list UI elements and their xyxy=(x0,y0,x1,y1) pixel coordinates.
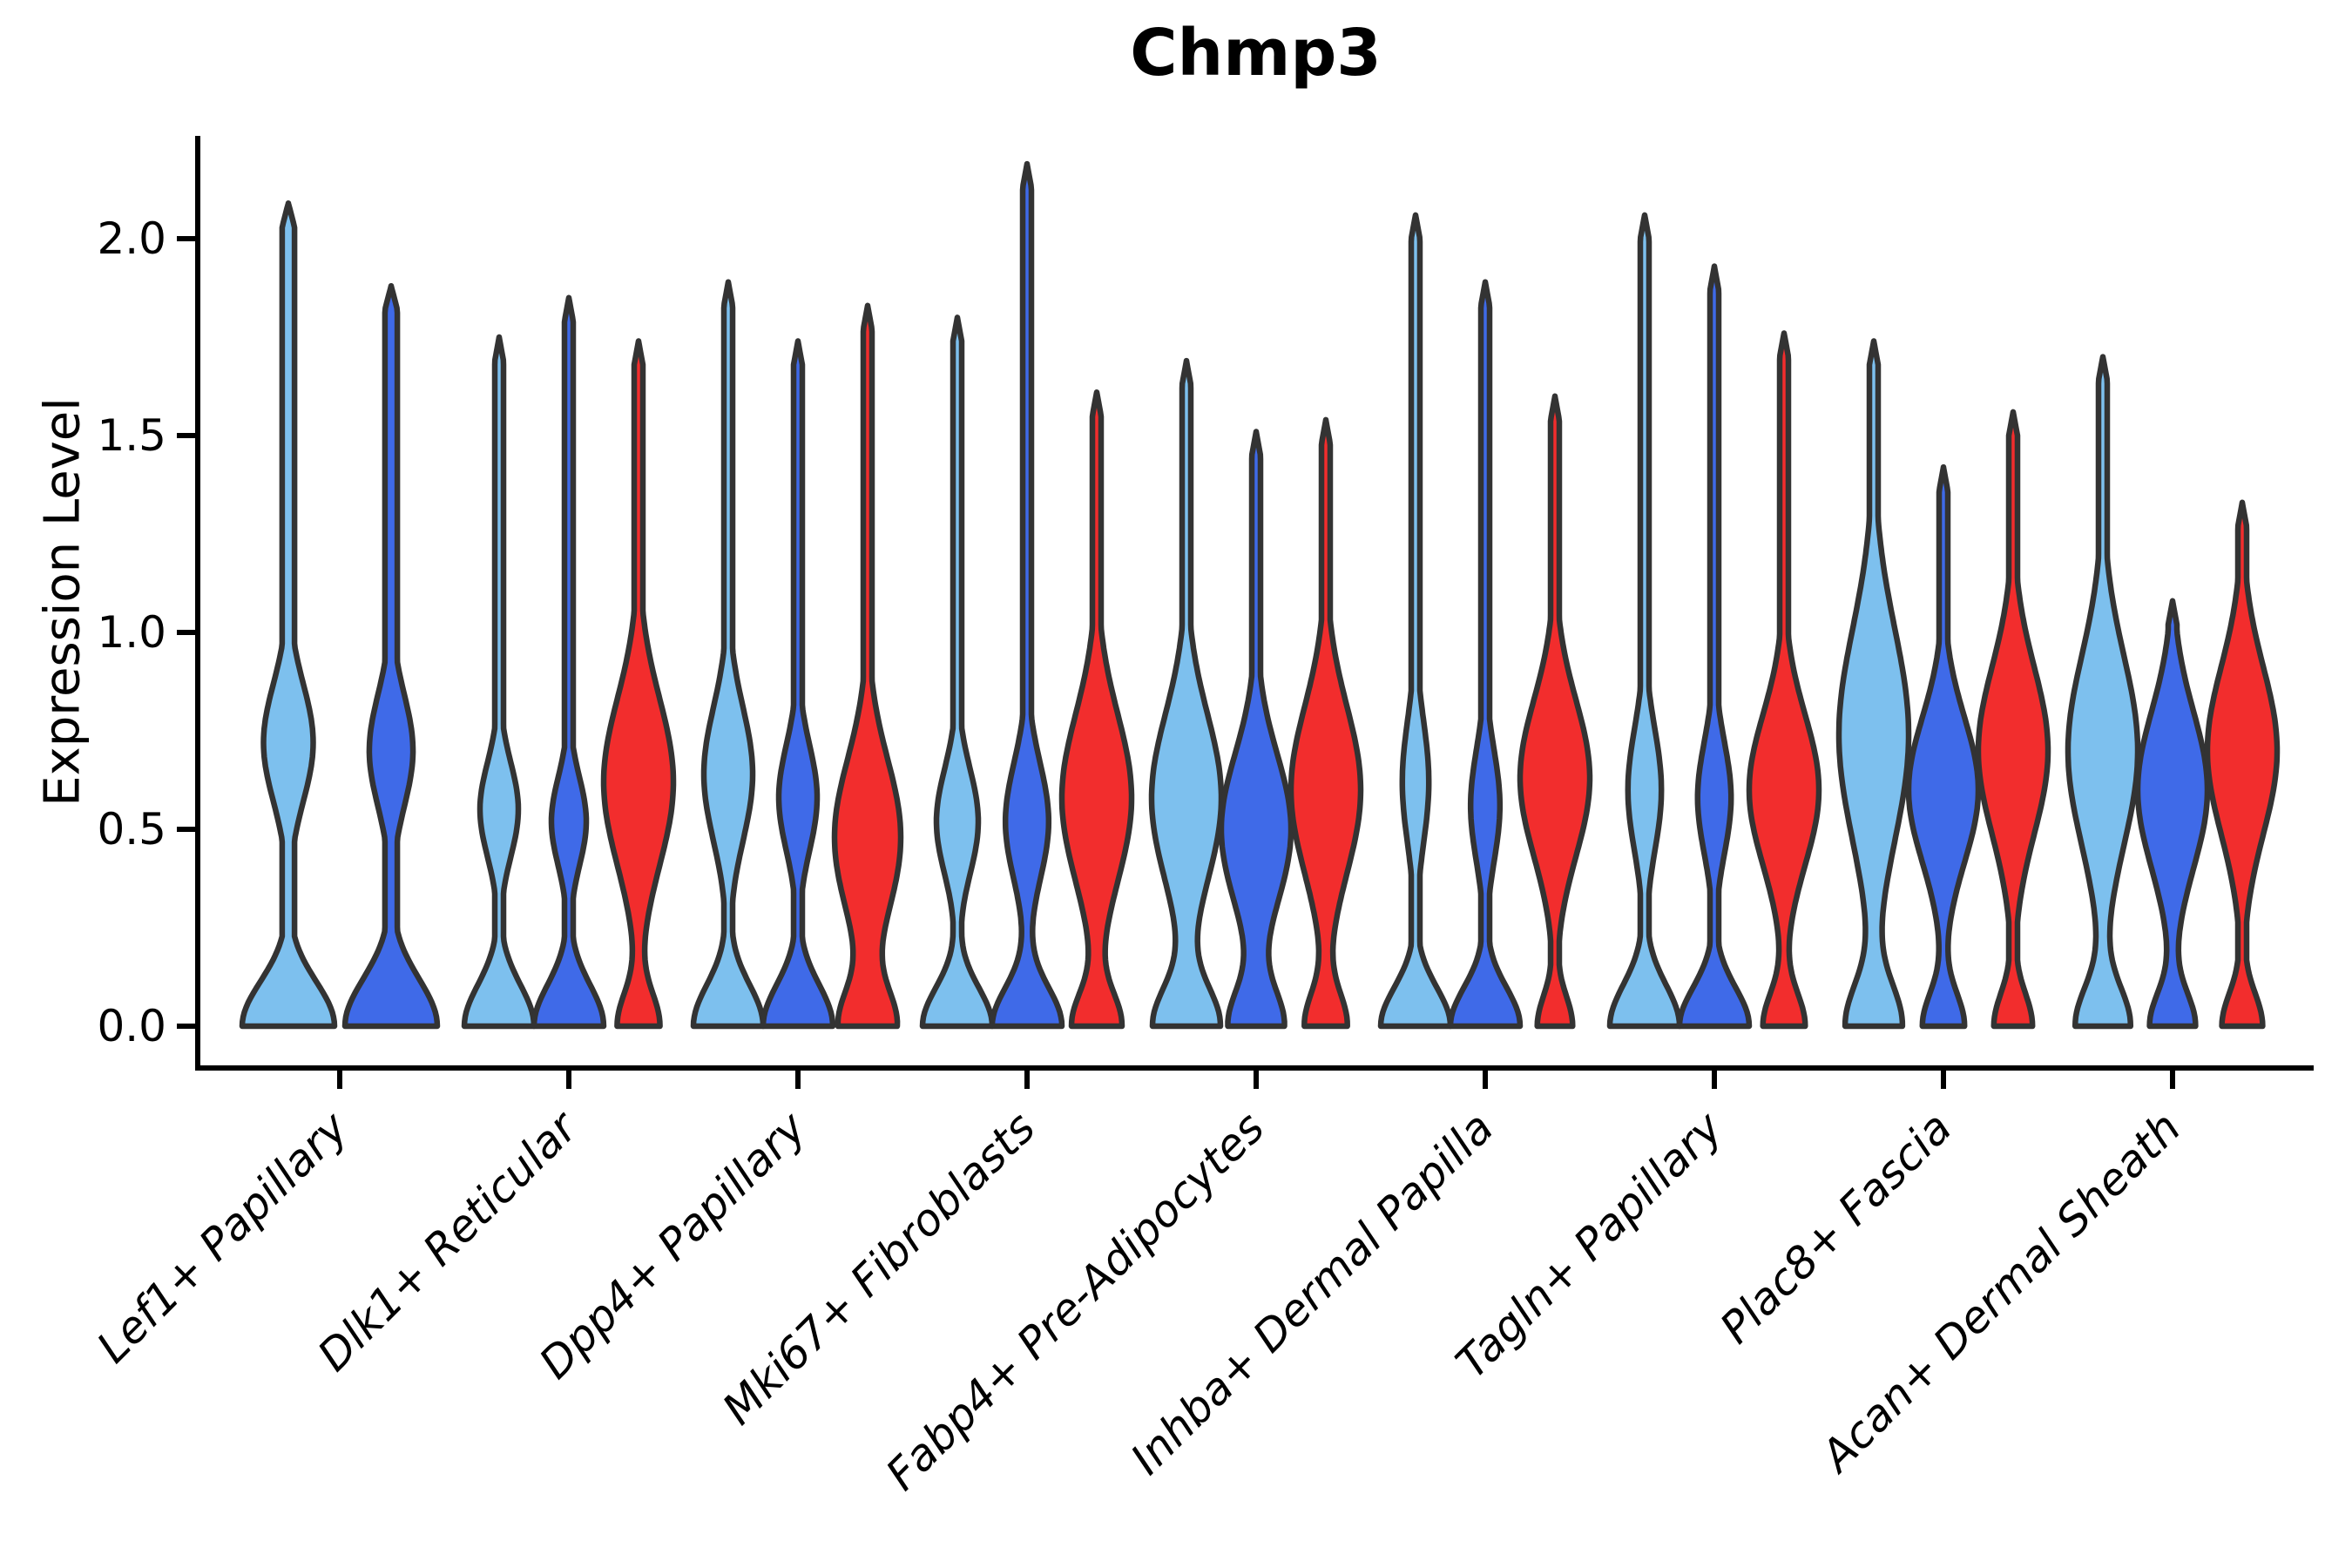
y-tick-label: 0.0 xyxy=(97,1001,166,1051)
violin-dlk1-reticular-red[interactable] xyxy=(600,338,677,1030)
violin-acan-dermal-sheath-dark_blue[interactable] xyxy=(2134,598,2211,1030)
violin-dpp4-papillary-red[interactable] xyxy=(831,302,904,1030)
violin-mki67-fibroblasts-red[interactable] xyxy=(1058,389,1135,1030)
x-tick-label: Lef1+ Papillary xyxy=(87,1101,358,1372)
x-tick-label: Plac8+ Fascia xyxy=(1711,1102,1962,1353)
violin-inhba-dermal-papilla-red[interactable] xyxy=(1517,393,1593,1030)
y-tick-label: 1.5 xyxy=(97,410,166,461)
violin-dlk1-reticular-dark_blue[interactable] xyxy=(531,294,607,1030)
violin-dlk1-reticular-light_blue[interactable] xyxy=(461,334,537,1030)
violin-inhba-dermal-papilla-light_blue[interactable] xyxy=(1377,212,1454,1030)
violin-inhba-dermal-papilla-dark_blue[interactable] xyxy=(1447,279,1524,1030)
violin-lef1-papillary-light_blue[interactable] xyxy=(239,200,338,1030)
violin-lef1-papillary-dark_blue[interactable] xyxy=(341,282,441,1030)
violin-tagln-papillary-dark_blue[interactable] xyxy=(1676,263,1753,1030)
violin-mki67-fibroblasts-dark_blue[interactable] xyxy=(989,160,1065,1030)
violin-plac8-fascia-light_blue[interactable] xyxy=(1835,338,1912,1030)
x-tick-label: Acan+ Dermal Sheath xyxy=(1810,1102,2191,1483)
x-tick-label: Inhba+ Dermal Papilla xyxy=(1121,1102,1503,1484)
violin-plac8-fascia-dark_blue[interactable] xyxy=(1905,463,1982,1030)
y-axis-label: Expression Level xyxy=(34,397,91,807)
y-tick-label: 2.0 xyxy=(97,213,166,264)
y-tick-label: 0.5 xyxy=(97,804,166,855)
violin-dpp4-papillary-light_blue[interactable] xyxy=(690,279,767,1030)
violin-mki67-fibroblasts-light_blue[interactable] xyxy=(919,314,996,1030)
violin-tagln-papillary-light_blue[interactable] xyxy=(1606,212,1683,1030)
violin-fabp4-pre-adipocytes-light_blue[interactable] xyxy=(1148,357,1225,1030)
violin-acan-dermal-sheath-red[interactable] xyxy=(2204,499,2281,1030)
violin-dpp4-papillary-dark_blue[interactable] xyxy=(760,338,836,1030)
y-tick-label: 1.0 xyxy=(97,607,166,658)
x-tick-label: Fabp4+ Pre-Adipocytes xyxy=(876,1102,1274,1500)
violin-fabp4-pre-adipocytes-red[interactable] xyxy=(1288,416,1364,1030)
violin-acan-dermal-sheath-light_blue[interactable] xyxy=(2065,354,2141,1030)
chart-title: Chmp3 xyxy=(1130,16,1382,91)
violin-fabp4-pre-adipocytes-dark_blue[interactable] xyxy=(1218,429,1294,1030)
violin-plac8-fascia-red[interactable] xyxy=(1975,409,2051,1030)
violin-tagln-papillary-red[interactable] xyxy=(1746,330,1822,1030)
